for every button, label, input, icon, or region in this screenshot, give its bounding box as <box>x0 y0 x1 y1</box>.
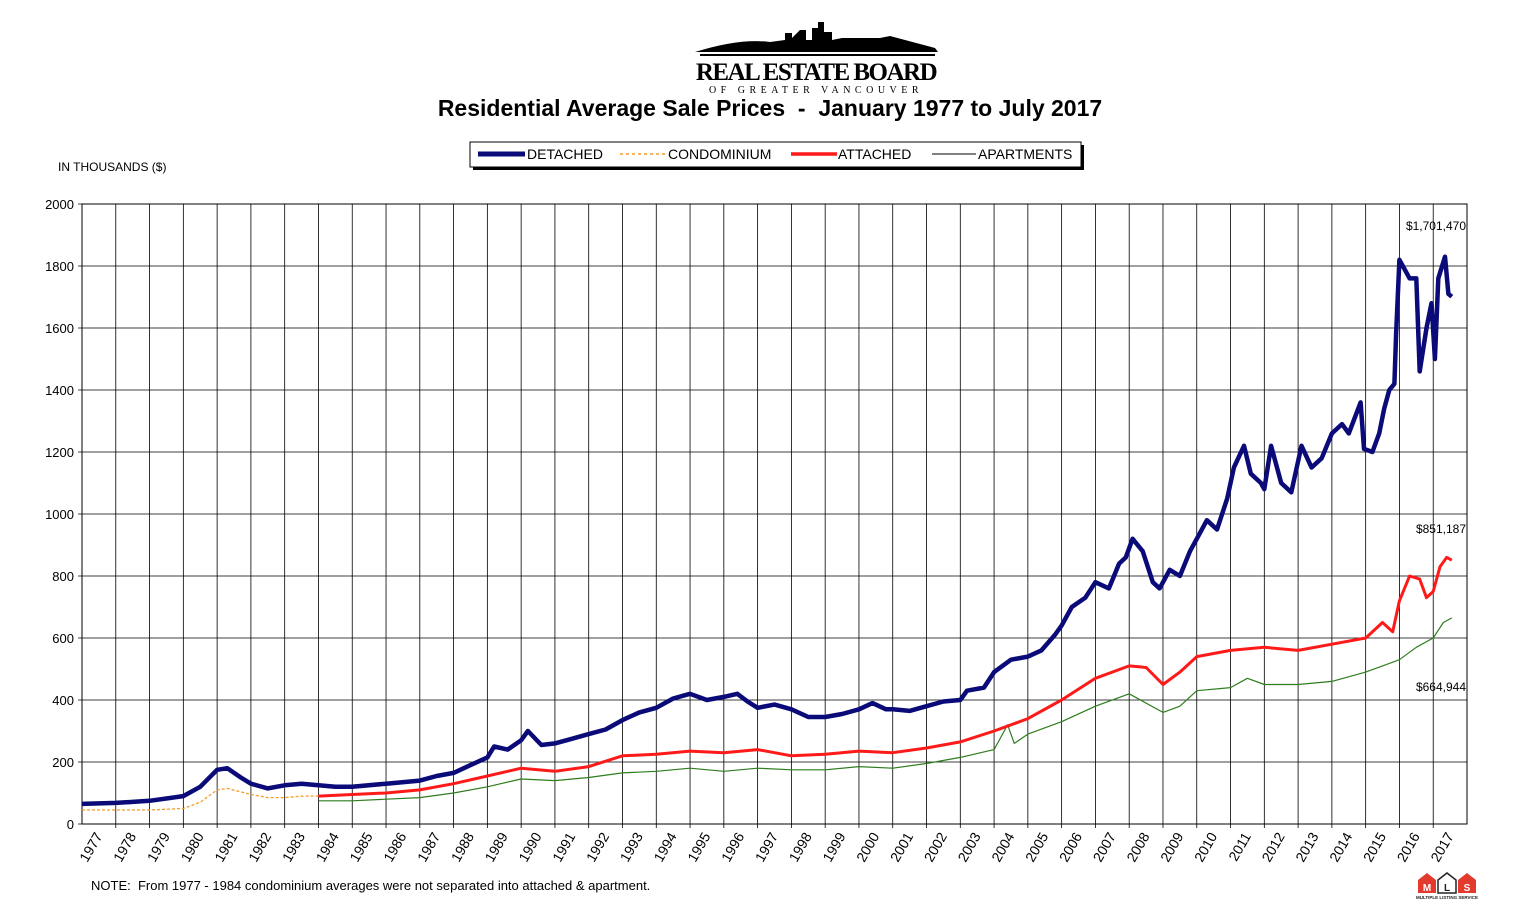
annotation-detached: $1,701,470 <box>1406 219 1466 233</box>
x-tick-label: 2015 <box>1360 829 1390 864</box>
x-tick-label: 2016 <box>1393 829 1423 864</box>
footnote: NOTE: From 1977 - 1984 condominium avera… <box>91 878 650 893</box>
x-tick-label: 1987 <box>414 829 444 864</box>
svg-text:M: M <box>1423 883 1431 894</box>
y-tick-label: 1800 <box>45 259 74 274</box>
mls-logo: M L S MULTIPLE LISTING SERVICE <box>1416 872 1478 900</box>
x-tick-label: 1979 <box>144 829 174 864</box>
x-tick-label: 2001 <box>887 829 917 864</box>
annotation-apartments: $664,944 <box>1416 680 1466 694</box>
legend-apartments: APARTMENTS <box>978 146 1072 162</box>
series-line-detached <box>81 254 1454 807</box>
series-line-attached <box>318 555 1453 798</box>
y-tick-label: 800 <box>52 569 74 584</box>
x-tick-label: 2012 <box>1258 829 1288 864</box>
legend-detached: DETACHED <box>527 146 603 162</box>
x-tick-label: 2003 <box>954 829 984 864</box>
x-tick-label: 1986 <box>380 829 410 864</box>
y-axis-label: IN THOUSANDS ($) <box>58 160 166 174</box>
x-tick-label: 1992 <box>583 829 613 864</box>
series-line-apartments <box>318 617 1453 802</box>
y-tick-labels: 0 200 400 600 800 1000 1200 1400 1600 1800 2000 <box>45 197 74 832</box>
svg-text:S: S <box>1464 883 1471 894</box>
annotation-attached: $851,187 <box>1416 522 1466 536</box>
x-tick-label: 2011 <box>1225 829 1254 863</box>
x-tick-label: 1993 <box>617 829 647 864</box>
x-tick-label: 2000 <box>853 829 883 864</box>
x-tick-label: 2010 <box>1191 829 1221 864</box>
x-tick-label: 1980 <box>177 829 207 864</box>
x-tick-label: 2013 <box>1292 829 1322 864</box>
y-tick-label: 1000 <box>45 507 74 522</box>
chart-title: Residential Average Sale Prices - Januar… <box>438 95 1102 121</box>
x-tick-label: 1989 <box>481 829 511 864</box>
x-tick-label: 1984 <box>313 829 343 864</box>
x-tick-label: 1999 <box>819 829 849 864</box>
svg-text:OF GREATER VANCOUVER: OF GREATER VANCOUVER <box>709 85 923 96</box>
x-tick-label: 1981 <box>211 829 241 864</box>
x-tick-label: 1978 <box>110 829 140 864</box>
x-tick-label: 2007 <box>1089 829 1119 864</box>
svg-text:MULTIPLE LISTING SERVICE: MULTIPLE LISTING SERVICE <box>1416 895 1478 900</box>
x-tick-label: 2009 <box>1157 829 1187 864</box>
x-tick-label: 1983 <box>279 829 309 864</box>
x-tick-labels: 1977 1978 1979 1980 1981 1982 1983 1984 1985 1986… <box>76 829 1457 864</box>
x-tick-label: 2014 <box>1326 829 1356 864</box>
legend-attached: ATTACHED <box>838 146 911 162</box>
legend-condominium: CONDOMINIUM <box>668 146 771 162</box>
y-tick-label: 200 <box>52 755 74 770</box>
y-tick-label: 0 <box>67 817 74 832</box>
y-tick-label: 600 <box>52 631 74 646</box>
x-tick-label: 1995 <box>684 829 714 864</box>
x-tick-label: 2006 <box>1056 829 1086 864</box>
x-tick-label: 1998 <box>785 829 815 864</box>
y-tick-label: 2000 <box>45 197 74 212</box>
y-tick-label: 1600 <box>45 321 74 336</box>
x-tick-label: 1982 <box>245 829 275 864</box>
y-tick-label: 400 <box>52 693 74 708</box>
x-tick-label: 1994 <box>650 829 680 864</box>
x-tick-label: 2004 <box>988 829 1018 864</box>
x-tick-label: 2017 <box>1427 829 1457 864</box>
x-tick-label: 2005 <box>1022 829 1052 864</box>
series-lines <box>81 254 1454 811</box>
svg-text:REAL ESTATE BOARD: REAL ESTATE BOARD <box>696 59 937 86</box>
x-tick-label: 1988 <box>448 829 478 864</box>
y-tick-label: 1200 <box>45 445 74 460</box>
series-line-condominium <box>82 787 319 811</box>
x-tick-label: 1977 <box>76 829 106 864</box>
grid <box>78 203 1468 828</box>
y-tick-label: 1400 <box>45 383 74 398</box>
x-tick-label: 1996 <box>718 829 748 864</box>
x-tick-label: 2008 <box>1123 829 1153 864</box>
reb-logo: REAL ESTATE BOARD OF GREATER VANCOUVER <box>695 22 938 96</box>
x-tick-label: 1985 <box>346 829 376 864</box>
svg-text:L: L <box>1444 883 1450 894</box>
x-tick-label: 2002 <box>921 829 951 864</box>
x-tick-label: 1997 <box>752 829 782 864</box>
legend: DETACHED CONDOMINIUM ATTACHED APARTMENTS <box>469 141 1084 170</box>
x-tick-label: 1991 <box>549 829 579 864</box>
x-tick-label: 1990 <box>515 829 545 864</box>
